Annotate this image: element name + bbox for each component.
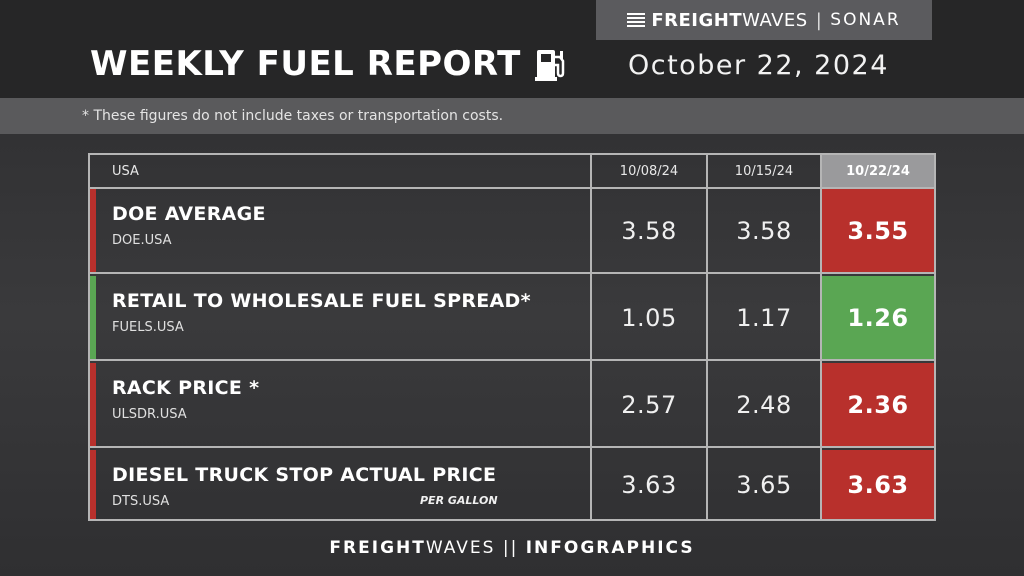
footer-waves: WAVES (425, 538, 496, 558)
row-code: DOE.USA (112, 233, 172, 248)
row-label: DOE AVERAGE (112, 203, 266, 225)
footer-infographics: INFOGRAPHICS (525, 538, 695, 558)
column-header-current: 10/22/24 (822, 155, 934, 187)
current-value-cell: 1.26 (822, 276, 934, 359)
column-divider (820, 155, 822, 519)
row-accent (90, 189, 96, 272)
row-label: RACK PRICE * (112, 377, 260, 399)
fuel-table: USA 10/08/24 10/15/24 10/22/24 DOE AVERA… (88, 153, 936, 521)
row-accent (90, 450, 96, 519)
footnote: * These figures do not include taxes or … (82, 108, 504, 124)
region-label: USA (112, 163, 139, 179)
brand-sonar: SONAR (830, 10, 901, 30)
row-accent (90, 363, 96, 446)
row-code: FUELS.USA (112, 320, 184, 335)
unit-label: PER GALLON (420, 494, 498, 507)
footer-freight: FREIGHT (329, 538, 426, 558)
table-row: DOE AVERAGE DOE.USA 3.58 3.58 3.55 (90, 189, 934, 274)
table-row: RACK PRICE * ULSDR.USA 2.57 2.48 2.36 (90, 363, 934, 448)
brand-freight: FREIGHT (651, 9, 743, 31)
report-date: October 22, 2024 (628, 50, 889, 81)
page-title: WEEKLY FUEL REPORT (90, 44, 521, 84)
value-cell: 1.05 (621, 303, 677, 332)
table-row: DIESEL TRUCK STOP ACTUAL PRICE DTS.USA P… (90, 450, 934, 519)
value-cell: 3.58 (621, 216, 677, 245)
value-cell: 3.63 (621, 470, 677, 499)
column-header-1: 10/08/24 (619, 163, 679, 179)
table-row: RETAIL TO WHOLESALE FUEL SPREAD* FUELS.U… (90, 276, 934, 361)
note-band (0, 98, 1024, 134)
column-divider (706, 155, 708, 519)
brand-waves: WAVES (742, 9, 808, 31)
brand-separator: | (815, 9, 823, 31)
value-cell: 2.57 (621, 390, 677, 419)
footer-separator: || (495, 538, 526, 558)
footer-brand: FREIGHTWAVES || INFOGRAPHICS (0, 538, 1024, 558)
column-header-2: 10/15/24 (734, 163, 794, 179)
page-title-wrap: WEEKLY FUEL REPORT (90, 44, 567, 84)
fuel-pump-icon (534, 50, 565, 81)
row-label: DIESEL TRUCK STOP ACTUAL PRICE (112, 464, 497, 486)
brand-logo: FREIGHT WAVES | SONAR (596, 0, 932, 40)
row-accent (90, 276, 96, 359)
row-code: ULSDR.USA (112, 407, 187, 422)
freightwaves-logo-icon (627, 13, 646, 27)
row-code: DTS.USA (112, 494, 170, 509)
current-value-cell: 2.36 (822, 363, 934, 446)
column-divider (590, 155, 592, 519)
table-header: USA 10/08/24 10/15/24 10/22/24 (90, 155, 934, 189)
value-cell: 1.17 (736, 303, 792, 332)
value-cell: 3.65 (736, 470, 792, 499)
row-label: RETAIL TO WHOLESALE FUEL SPREAD* (112, 290, 531, 312)
value-cell: 3.58 (736, 216, 792, 245)
current-value-cell: 3.63 (822, 450, 934, 519)
current-value-cell: 3.55 (822, 189, 934, 272)
value-cell: 2.48 (736, 390, 792, 419)
